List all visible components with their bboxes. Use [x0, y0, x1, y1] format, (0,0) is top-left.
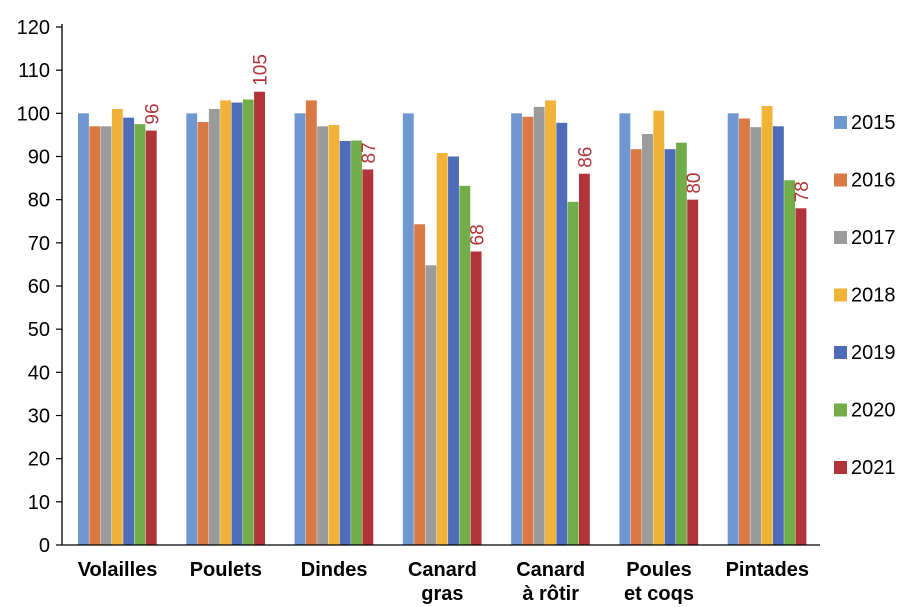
bar-2017-cat-2	[317, 126, 329, 545]
legend-label-2019: 2019	[851, 342, 896, 364]
bar-2015-cat-6	[727, 113, 739, 545]
bar-2017-cat-5	[642, 134, 653, 546]
category-label: Canard gras	[408, 559, 477, 605]
y-tick-label: 120	[17, 17, 50, 39]
y-tick-label: 70	[28, 233, 50, 255]
category-label: Canard à rôtir	[516, 559, 585, 605]
y-tick-label: 80	[28, 190, 50, 212]
y-tick-label: 20	[28, 449, 50, 471]
bar-2016-cat-5	[630, 149, 642, 545]
bar-2018-cat-1	[220, 100, 232, 545]
y-tick-label: 10	[28, 492, 50, 514]
legend: 2015 2016 2017 2018 2019 2020 2021	[834, 112, 896, 479]
category-label: Volailles	[78, 559, 158, 581]
y-tick-label: 60	[28, 276, 50, 298]
bar-2016-cat-3	[414, 224, 426, 545]
bar-2021-cat-3	[470, 251, 482, 545]
data-label-cat-0: 96	[142, 103, 163, 124]
legend-swatch-2018	[834, 288, 847, 302]
legend-label-2015: 2015	[851, 112, 896, 134]
y-tick-label: 100	[17, 103, 50, 125]
bar-2015-cat-5	[619, 113, 631, 545]
bar-2019-cat-2	[339, 140, 351, 545]
bar-2016-cat-2	[305, 100, 317, 545]
legend-swatch-2019	[834, 346, 847, 359]
data-label-cat-5: 80	[684, 173, 705, 194]
bar-2018-cat-5	[653, 110, 665, 546]
bar-2020-cat-2	[351, 140, 362, 545]
bars-layer	[78, 91, 807, 546]
legend-label-2020: 2020	[851, 400, 896, 422]
category-label: Pintades	[726, 559, 809, 581]
bar-2017-cat-6	[750, 127, 762, 546]
legend-swatch-2016	[834, 173, 847, 187]
bar-2019-cat-5	[664, 149, 676, 545]
bar-2016-cat-1	[197, 121, 209, 545]
bar-2016-cat-0	[89, 126, 101, 545]
category-label: Poules et coqs	[624, 559, 694, 605]
bar-2020-cat-6	[784, 180, 796, 546]
legend-label-2016: 2016	[851, 170, 896, 192]
bar-2015-cat-1	[186, 113, 198, 545]
bar-2015-cat-4	[511, 113, 523, 545]
bar-2015-cat-3	[402, 113, 414, 545]
bar-2020-cat-4	[567, 201, 579, 545]
data-label-cat-2: 87	[359, 142, 380, 163]
y-tick-label: 0	[39, 535, 50, 557]
bar-2019-cat-3	[448, 156, 459, 545]
bar-2017-cat-1	[208, 109, 220, 546]
bar-2018-cat-3	[436, 153, 448, 546]
bar-2018-cat-0	[111, 109, 123, 546]
bar-2020-cat-3	[459, 185, 471, 545]
bar-2015-cat-2	[294, 113, 306, 545]
bar-2021-cat-2	[362, 169, 374, 545]
category-labels: Volailles Poulets Dindes Canard gras Canard à …	[78, 559, 809, 605]
y-tick-label: 40	[28, 362, 50, 384]
bar-2021-cat-1	[254, 91, 265, 545]
bar-2021-cat-0	[145, 130, 157, 545]
data-labels-layer: 96 105 87 68 86 80 78	[142, 54, 813, 245]
bar-2021-cat-4	[578, 173, 590, 545]
legend-swatch-2017	[834, 231, 847, 244]
data-label-cat-4: 86	[576, 147, 597, 168]
bar-2020-cat-1	[242, 99, 254, 546]
y-tick-label: 110	[18, 60, 50, 82]
legend-swatch-2020	[834, 403, 847, 417]
y-tick-label: 90	[28, 147, 50, 169]
data-label-cat-1: 105	[251, 54, 272, 86]
data-label-cat-3: 68	[467, 224, 488, 245]
category-label: Poulets	[190, 559, 262, 581]
bar-2020-cat-0	[134, 124, 146, 546]
category-label: Dindes	[301, 559, 368, 581]
data-label-cat-6: 78	[792, 181, 813, 202]
bar-2018-cat-4	[545, 100, 556, 545]
bar-2019-cat-4	[556, 122, 568, 545]
bar-2015-cat-0	[78, 113, 89, 545]
bar-2016-cat-6	[739, 118, 750, 545]
bar-2017-cat-4	[533, 106, 545, 546]
legend-label-2017: 2017	[851, 227, 896, 249]
legend-swatch-2015	[834, 116, 847, 129]
bar-2019-cat-0	[123, 117, 135, 546]
bar-2019-cat-6	[772, 126, 784, 545]
y-tick-labels: 0 10 20 30 40 50 60 70 80 90 100 110 120	[17, 17, 62, 557]
legend-label-2018: 2018	[851, 285, 896, 307]
y-tick-label: 30	[28, 406, 50, 428]
y-tick-label: 50	[28, 319, 50, 341]
legend-label-2021: 2021	[851, 457, 896, 479]
bar-2017-cat-3	[425, 265, 437, 545]
bar-2018-cat-2	[328, 124, 340, 546]
bar-2017-cat-0	[100, 126, 112, 545]
legend-swatch-2021	[834, 461, 847, 474]
bar-2020-cat-5	[675, 142, 687, 545]
bar-2021-cat-6	[795, 208, 807, 546]
bar-2021-cat-5	[687, 199, 699, 546]
bar-2018-cat-6	[761, 106, 773, 545]
bar-2016-cat-4	[522, 116, 534, 545]
bar-2019-cat-1	[231, 102, 243, 545]
